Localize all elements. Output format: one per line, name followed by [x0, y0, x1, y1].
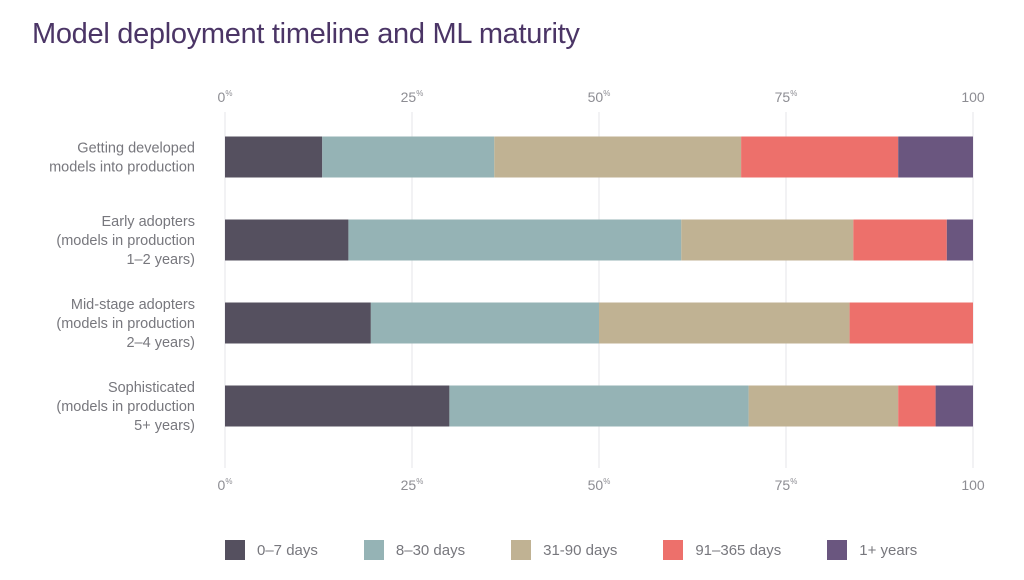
top-tick-label: 50% — [588, 89, 611, 105]
top-tick-label: 0% — [218, 89, 233, 105]
bar-segment — [935, 385, 973, 427]
stacked-bar-chart: 0% 25% 50% 75% 100 0% 25% 50% 75% 100 Getting dev… — [49, 89, 985, 493]
legend-item: 1+ years — [827, 540, 917, 560]
category-label: Mid-stage adopters — [71, 297, 195, 313]
category-label: 2–4 years) — [126, 335, 195, 351]
bar-segment — [681, 219, 854, 261]
bar-segment — [853, 219, 947, 261]
bar-segment — [225, 302, 371, 344]
bottom-tick-label: 100 — [961, 477, 985, 493]
legend-item: 8–30 days — [363, 540, 466, 560]
bar-segment — [494, 136, 742, 178]
category-label: (models in production — [56, 233, 195, 249]
category-label: Getting developed — [77, 141, 195, 157]
bar-segment — [946, 219, 973, 261]
bar-segment — [849, 302, 973, 344]
category-labels: Getting developed models into production E… — [49, 141, 195, 435]
bottom-tick-label: 50% — [588, 477, 611, 493]
bar-segment — [322, 136, 495, 178]
bar-segment — [348, 219, 682, 261]
bar-segment — [599, 302, 850, 344]
bar-segment — [748, 385, 899, 427]
bar-segment — [370, 302, 599, 344]
bottom-tick-label: 75% — [775, 477, 798, 493]
legend: 0–7 days 8–30 days 31-90 days 91–365 days 1+… — [225, 540, 963, 560]
tick-labels: 0% 25% 50% 75% 100 0% 25% 50% 75% 100 — [218, 89, 985, 493]
category-label: 5+ years) — [134, 418, 195, 434]
bottom-tick-label: 0% — [218, 477, 233, 493]
top-tick-label: 25% — [401, 89, 424, 105]
legend-swatch — [663, 540, 684, 560]
legend-swatch — [827, 540, 848, 560]
category-label: (models in production — [56, 316, 195, 332]
category-label: 1–2 years) — [126, 252, 195, 268]
category-label: (models in production — [56, 399, 195, 415]
legend-label: 91–365 days — [695, 541, 782, 559]
chart-title: Model deployment timeline and ML maturit… — [32, 18, 580, 50]
legend-label: 0–7 days — [257, 541, 318, 559]
legend-swatch — [511, 540, 532, 560]
legend-item: 0–7 days — [225, 540, 318, 560]
bar-segment — [225, 385, 450, 427]
legend-label: 31-90 days — [543, 541, 618, 559]
legend-item: 31-90 days — [511, 540, 617, 560]
bar-segment — [898, 385, 936, 427]
category-label: models into production — [49, 160, 195, 176]
legend-label: 1+ years — [859, 541, 918, 559]
bars — [225, 136, 973, 427]
bar-segment — [225, 219, 349, 261]
top-tick-label: 100 — [961, 89, 985, 105]
legend-swatch — [363, 540, 384, 560]
legend-item: 91–365 days — [663, 540, 781, 560]
bar-segment — [449, 385, 749, 427]
legend-label: 8–30 days — [395, 541, 466, 559]
category-label: Sophisticated — [108, 380, 195, 396]
legend-swatch — [225, 540, 245, 560]
category-label: Early adopters — [102, 214, 196, 230]
bottom-tick-label: 25% — [401, 477, 424, 493]
bar-segment — [898, 136, 973, 178]
bar-segment — [741, 136, 899, 178]
bar-segment — [225, 136, 323, 178]
top-tick-label: 75% — [775, 89, 798, 105]
